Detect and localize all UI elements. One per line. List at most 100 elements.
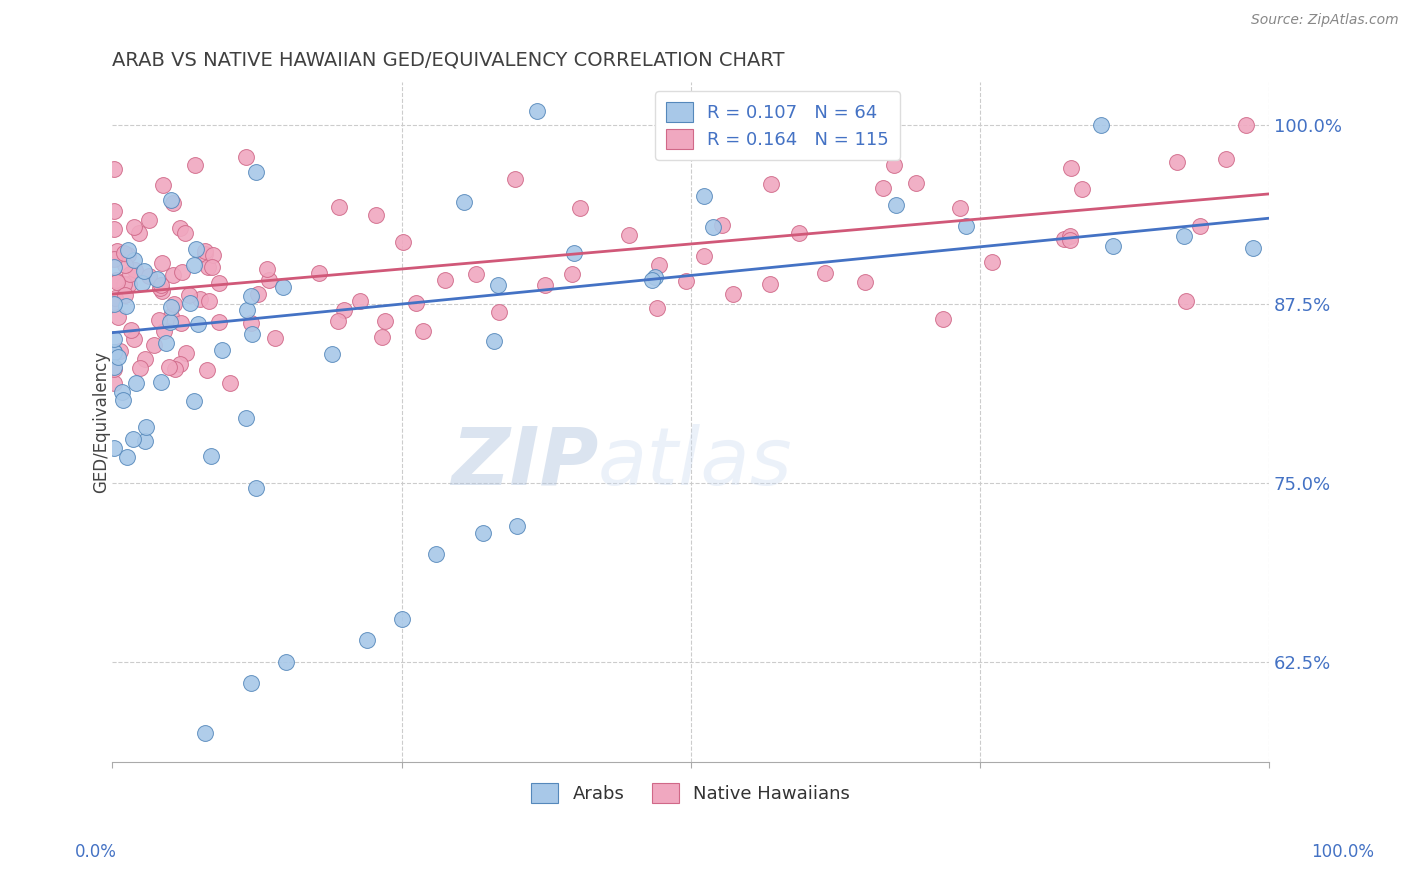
Point — [271, 279, 294, 293]
Point — [486, 278, 509, 293]
Point — [134, 434, 156, 448]
Point — [103, 441, 125, 455]
Point — [883, 158, 905, 172]
Point — [173, 226, 195, 240]
Point — [949, 201, 972, 215]
Point — [169, 316, 191, 330]
Point — [789, 226, 811, 240]
Point — [160, 193, 183, 207]
Point — [103, 344, 125, 359]
Point — [247, 286, 270, 301]
Point — [150, 277, 173, 292]
Point — [391, 612, 413, 626]
Point — [103, 345, 125, 359]
Point — [235, 302, 257, 317]
Point — [118, 277, 141, 291]
Point — [105, 275, 128, 289]
Point — [198, 293, 221, 308]
Point — [211, 343, 233, 358]
Point — [103, 359, 125, 374]
Point — [675, 274, 697, 288]
Point — [392, 235, 415, 249]
Point — [200, 260, 222, 274]
Point — [174, 345, 197, 359]
Point — [434, 273, 457, 287]
Point — [980, 254, 1002, 268]
Text: Source: ZipAtlas.com: Source: ZipAtlas.com — [1251, 13, 1399, 28]
Point — [710, 218, 733, 232]
Point — [1241, 241, 1264, 255]
Text: 0.0%: 0.0% — [75, 843, 117, 861]
Point — [195, 363, 218, 377]
Point — [160, 300, 183, 314]
Point — [103, 204, 125, 219]
Text: ZIP: ZIP — [451, 424, 598, 502]
Point — [533, 278, 555, 293]
Point — [117, 248, 139, 262]
Point — [366, 208, 388, 222]
Point — [853, 275, 876, 289]
Point — [103, 332, 125, 346]
Point — [162, 195, 184, 210]
Point — [1053, 232, 1076, 246]
Point — [328, 200, 350, 214]
Point — [112, 277, 135, 291]
Point — [112, 245, 135, 260]
Point — [814, 266, 837, 280]
Point — [129, 360, 152, 375]
Point — [647, 301, 669, 315]
Point — [641, 273, 664, 287]
Point — [702, 219, 724, 234]
Point — [138, 269, 160, 284]
Point — [104, 291, 127, 305]
Point — [569, 201, 592, 215]
Point — [208, 315, 231, 329]
Point — [256, 262, 278, 277]
Point — [693, 189, 716, 203]
Point — [932, 311, 955, 326]
Point — [240, 316, 263, 330]
Point — [471, 525, 494, 540]
Point — [105, 244, 128, 258]
Point — [904, 177, 927, 191]
Point — [884, 198, 907, 212]
Text: ARAB VS NATIVE HAWAIIAN GED/EQUIVALENCY CORRELATION CHART: ARAB VS NATIVE HAWAIIAN GED/EQUIVALENCY … — [112, 51, 785, 70]
Point — [103, 252, 125, 267]
Point — [562, 245, 585, 260]
Point — [124, 263, 146, 277]
Point — [371, 330, 394, 344]
Point — [143, 338, 166, 352]
Point — [349, 294, 371, 309]
Point — [264, 331, 287, 345]
Point — [1059, 229, 1081, 244]
Point — [453, 194, 475, 209]
Point — [202, 248, 225, 262]
Point — [131, 276, 153, 290]
Point — [332, 302, 354, 317]
Point — [103, 295, 125, 310]
Point — [134, 352, 156, 367]
Point — [412, 324, 434, 338]
Point — [245, 481, 267, 495]
Point — [1215, 152, 1237, 166]
Point — [617, 227, 640, 242]
Text: 100.0%: 100.0% — [1312, 843, 1374, 861]
Point — [503, 171, 526, 186]
Point — [149, 375, 172, 389]
Point — [114, 288, 136, 302]
Point — [104, 273, 127, 287]
Point — [484, 334, 506, 348]
Y-axis label: GED/Equivalency: GED/Equivalency — [93, 351, 110, 493]
Point — [103, 161, 125, 176]
Point — [872, 181, 894, 195]
Point — [184, 242, 207, 256]
Point — [239, 289, 262, 303]
Point — [561, 267, 583, 281]
Legend: Arabs, Native Hawaiians: Arabs, Native Hawaiians — [520, 772, 860, 814]
Point — [1059, 233, 1081, 247]
Point — [693, 249, 716, 263]
Point — [162, 268, 184, 283]
Point — [425, 547, 447, 561]
Point — [138, 213, 160, 227]
Point — [115, 450, 138, 464]
